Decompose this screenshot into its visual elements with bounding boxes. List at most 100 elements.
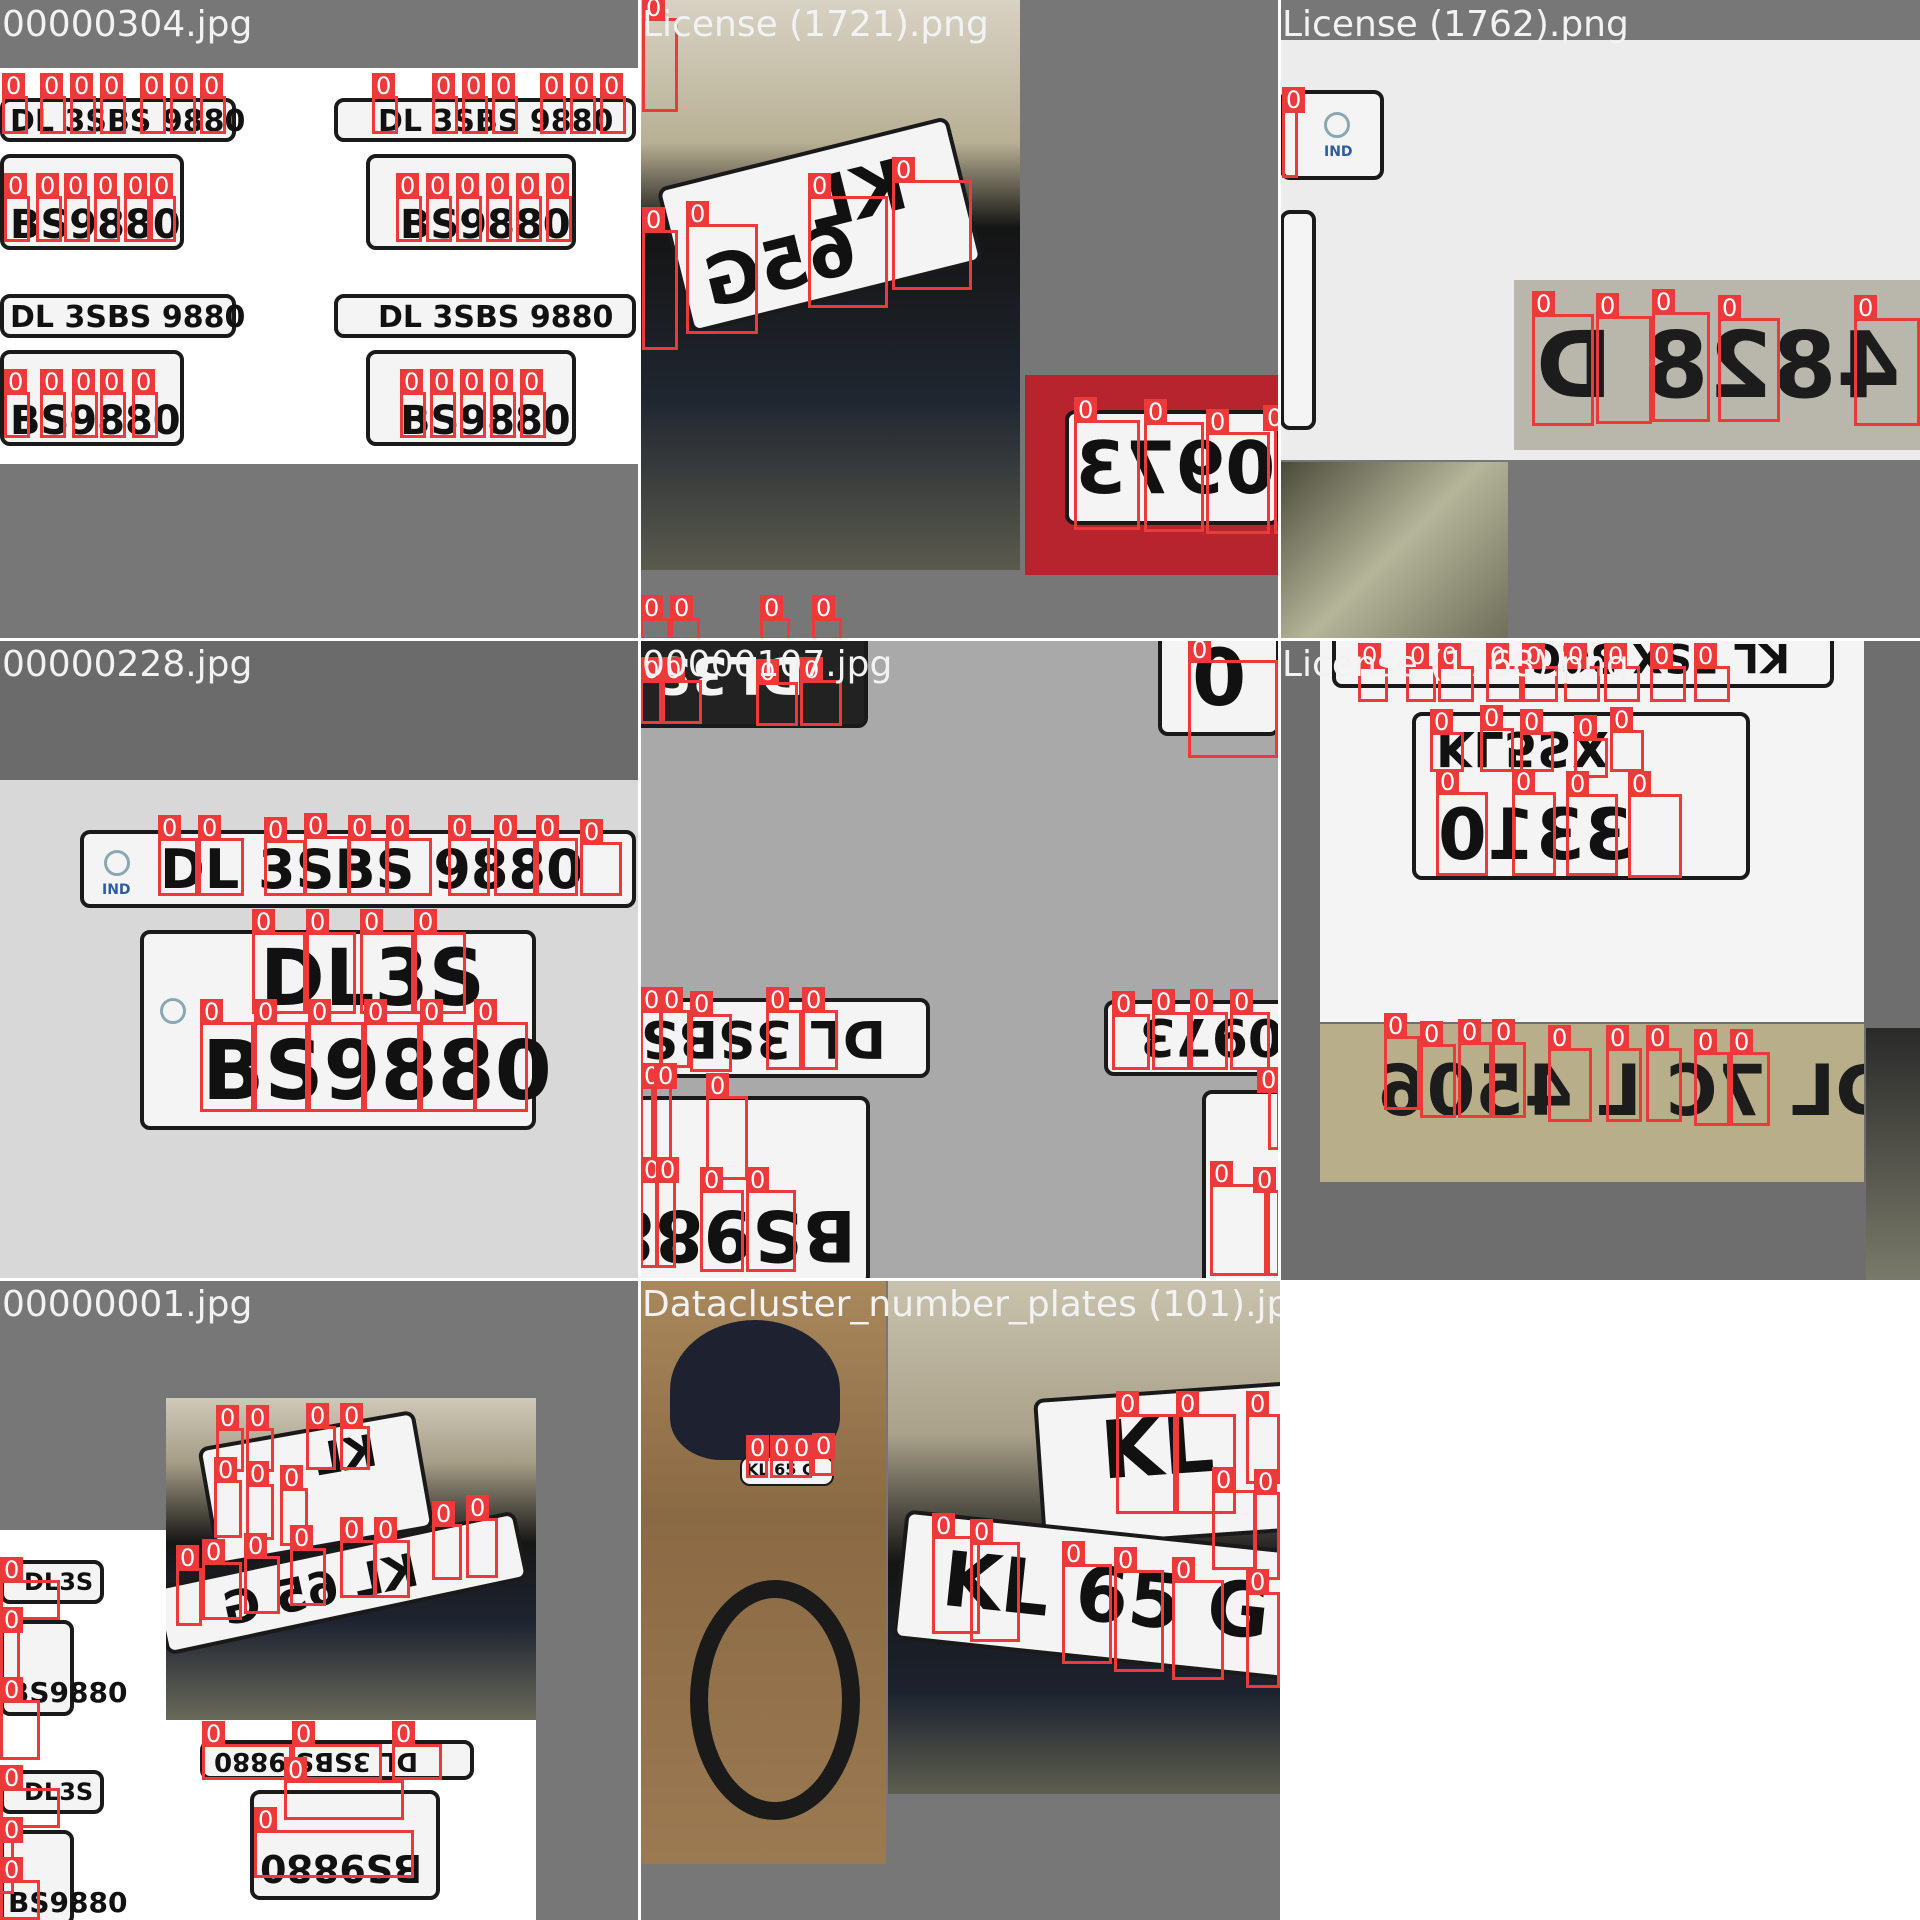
bbox: 0: [746, 1167, 796, 1272]
plate: DL3S BS9880: [140, 930, 552, 1130]
bbox: 0: [1206, 409, 1270, 534]
bbox: 0: [392, 1721, 442, 1780]
class-label: 0: [364, 999, 388, 1025]
class-label: 0: [690, 991, 714, 1017]
class-label: 0: [1694, 1029, 1718, 1055]
bbox: 0: [1144, 399, 1204, 532]
class-label: 0: [36, 173, 60, 199]
bbox: 0: [1532, 291, 1594, 426]
class-label: 0: [970, 1519, 994, 1545]
class-label: 0: [1176, 1391, 1200, 1417]
bbox: 0: [1282, 87, 1306, 178]
class-label: 0: [374, 1517, 398, 1543]
bbox: 0: [1253, 1167, 1280, 1276]
class-label: 0: [392, 1721, 416, 1747]
class-label: 0: [1652, 289, 1676, 315]
class-label: 0: [770, 1435, 794, 1461]
class-label: 0: [94, 173, 118, 199]
bbox: 0: [516, 173, 542, 242]
photo: [1866, 1028, 1920, 1280]
bbox: 0: [770, 1435, 794, 1478]
bbox: 0: [0, 1765, 60, 1828]
class-label: 0: [1610, 707, 1634, 733]
bbox: 0: [364, 999, 420, 1112]
bbox: 0: [1854, 295, 1920, 426]
class-label: 0: [150, 173, 174, 199]
class-label: 0: [386, 815, 410, 841]
class-label: 0: [1486, 643, 1510, 669]
class-label: 0: [132, 369, 156, 395]
class-label: 0: [1172, 1557, 1196, 1583]
class-label: 0: [1628, 771, 1652, 797]
bbox: 0: [1188, 640, 1278, 758]
bbox: 0: [932, 1513, 980, 1634]
bbox: 0: [200, 73, 226, 134]
class-label: 0: [306, 909, 330, 935]
bbox: 0: [70, 73, 96, 134]
class-label: 0: [2, 73, 26, 99]
bbox: 0: [760, 595, 790, 640]
plate: BS9880: [250, 1790, 440, 1900]
bbox: 0: [284, 1757, 404, 1820]
bbox: 0: [1566, 771, 1618, 876]
plate-text: IND: [102, 882, 131, 898]
class-label: 0: [580, 819, 604, 845]
photo: KL 65 G: [640, 1280, 886, 1864]
bbox: 0: [1246, 1569, 1280, 1688]
class-label: 0: [1520, 709, 1544, 735]
ind-emblem: [104, 850, 130, 876]
ind-emblem: [160, 998, 186, 1024]
class-label: 0: [202, 1721, 226, 1747]
bbox: 0: [432, 1501, 462, 1580]
class-label: 0: [1606, 1025, 1630, 1051]
class-label: 0: [292, 1721, 316, 1747]
class-label: 0: [490, 369, 514, 395]
class-label: 0: [802, 987, 826, 1013]
class-label: 0: [1114, 1547, 1138, 1573]
class-label: 0: [536, 815, 560, 841]
class-label: 0: [456, 173, 480, 199]
plate: KL 65 G: [740, 1456, 834, 1486]
class-label: 0: [1854, 295, 1878, 321]
bbox: 0: [1652, 289, 1710, 422]
class-label: 0: [760, 595, 784, 621]
tile-license-1762: IND 4828 D License (1762).png 0 0 0 0 0 …: [1280, 0, 1920, 640]
class-label: 0: [1257, 1067, 1280, 1093]
bbox: 0: [1694, 643, 1730, 702]
class-label: 0: [1458, 1019, 1482, 1045]
bbox: 0: [1384, 1013, 1420, 1110]
bbox: 0: [1116, 1391, 1176, 1514]
class-label: 0: [214, 1457, 238, 1483]
photo: DL 7C L 4506: [1320, 1024, 1864, 1182]
class-label: 0: [520, 369, 544, 395]
class-label: 0: [0, 1677, 24, 1703]
class-label: 0: [1604, 643, 1628, 669]
class-label: 0: [1532, 291, 1556, 317]
bbox: 0: [396, 173, 422, 242]
class-label: 0: [1263, 405, 1280, 431]
class-label: 0: [640, 657, 664, 683]
class-label: 0: [340, 1403, 364, 1429]
bbox: 0: [546, 173, 572, 242]
bbox: 0: [198, 815, 244, 896]
tile-title: Datacluster_number_plates (101).jpg: [642, 1284, 1280, 1325]
photo: IND: [1280, 40, 1514, 460]
tile-title: License (1721).png: [642, 4, 989, 45]
bbox: 0: [756, 659, 798, 726]
class-label: 0: [642, 207, 666, 233]
bbox: 0: [640, 657, 664, 724]
class-label: 0: [1730, 1029, 1754, 1055]
bbox: 0: [0, 1677, 40, 1760]
tile-title: 00000304.jpg: [2, 4, 253, 45]
bbox: 0: [170, 73, 196, 134]
bbox: 0: [176, 1545, 202, 1626]
bbox: 0: [812, 1433, 836, 1476]
tile-license-1721: KL 65G 0973 License (1721).png 0 0 0 0 0…: [640, 0, 1280, 640]
bbox: 0: [94, 173, 120, 242]
tile-00000107: DL3S 0 DL 3SBS 9880 0973 BS9880 00000107…: [640, 640, 1280, 1280]
bbox: 0: [254, 1807, 414, 1878]
bbox: 0: [660, 987, 690, 1068]
class-label: 0: [1438, 643, 1462, 669]
class-label: 0: [808, 173, 832, 199]
photo: IND DL 3SBS 9880 DL3S BS9880: [0, 780, 640, 1280]
